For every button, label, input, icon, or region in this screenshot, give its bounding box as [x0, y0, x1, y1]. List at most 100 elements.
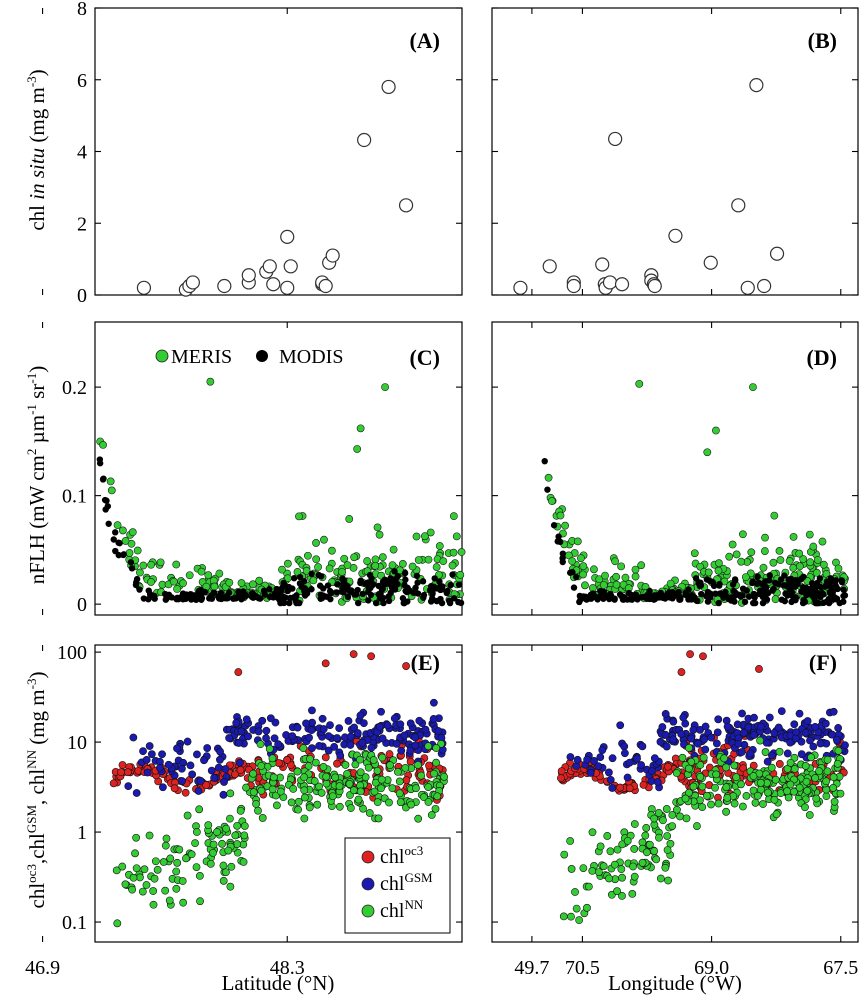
- modis-point: [431, 575, 438, 582]
- meris-point: [118, 526, 127, 535]
- nn-point: [783, 787, 791, 796]
- modis-point: [437, 595, 444, 603]
- meris-point: [215, 569, 224, 578]
- gsm-point: [392, 739, 401, 748]
- oc3-point: [234, 668, 243, 676]
- nn-point: [678, 753, 687, 762]
- meris-point: [338, 568, 346, 576]
- nn-point: [395, 789, 404, 798]
- nn-point: [567, 912, 575, 921]
- meris-point: [350, 553, 359, 562]
- modis-point: [400, 599, 407, 607]
- gsm-point: [700, 735, 709, 744]
- modis-point: [787, 575, 795, 583]
- modis-point: [582, 595, 590, 603]
- gsm-point: [573, 755, 582, 764]
- nn-point: [628, 890, 637, 898]
- modis-point: [594, 596, 601, 603]
- gsm-point: [262, 726, 271, 735]
- nn-point: [118, 862, 127, 871]
- modis-point: [308, 570, 315, 578]
- gsm-point: [620, 742, 629, 751]
- meris-point: [113, 521, 122, 530]
- nn-point: [433, 792, 442, 801]
- gsm-point: [221, 765, 230, 773]
- nn-point: [226, 814, 234, 823]
- gsm-point: [738, 709, 746, 718]
- nn-point: [374, 814, 383, 823]
- modis-point: [554, 538, 561, 545]
- nn-point: [149, 887, 158, 895]
- nn-point: [227, 862, 236, 871]
- gsm-point: [234, 739, 243, 747]
- modis-point: [815, 599, 822, 607]
- meris-point: [761, 533, 769, 542]
- nn-point: [749, 772, 758, 780]
- meris-point: [725, 552, 734, 561]
- legend-meris-marker: [155, 349, 169, 363]
- meris-point: [156, 558, 165, 567]
- modis-point: [741, 598, 749, 606]
- modis-point: [627, 596, 634, 603]
- nn-point: [204, 821, 213, 830]
- nn-point: [770, 795, 779, 804]
- modis-point: [128, 565, 136, 572]
- nn-point: [583, 903, 591, 912]
- nn-point: [311, 758, 320, 767]
- gsm-point: [795, 709, 804, 718]
- modis-point: [730, 587, 738, 595]
- gsm-point: [648, 767, 656, 776]
- nn-point: [173, 858, 182, 867]
- meris-point: [747, 548, 756, 557]
- nn-point: [641, 831, 650, 840]
- gsm-point: [124, 782, 133, 791]
- gsm-point: [669, 735, 678, 744]
- nn-point: [676, 812, 684, 821]
- modis-point: [256, 595, 264, 602]
- nn-point: [696, 772, 705, 781]
- gsm-point: [834, 724, 843, 732]
- nn-point: [179, 898, 188, 907]
- gsm-point: [816, 739, 825, 748]
- modis-point: [292, 594, 299, 602]
- modis-point: [217, 592, 224, 600]
- oc3-point: [333, 759, 341, 768]
- nn-point: [140, 865, 149, 874]
- nn-point: [693, 822, 701, 830]
- gsm-point: [237, 727, 246, 736]
- nn-point: [206, 859, 215, 868]
- modis-point: [717, 590, 724, 597]
- modis-point: [414, 590, 422, 597]
- gsm-point: [598, 746, 607, 755]
- modis-point: [379, 594, 387, 602]
- modis-point: [725, 595, 732, 603]
- gsm-point: [803, 717, 812, 725]
- gsm-point: [701, 722, 710, 731]
- modis-point: [457, 599, 465, 607]
- oc3-point: [625, 784, 634, 793]
- modis-point: [559, 558, 566, 566]
- nn-point: [650, 814, 658, 823]
- y-tick-label: 0: [77, 594, 87, 616]
- gsm-point: [653, 778, 662, 786]
- plot-frame: [491, 321, 859, 616]
- modis-point: [762, 584, 770, 591]
- nn-point: [823, 755, 832, 764]
- oc3-point: [663, 762, 672, 771]
- meris-point: [666, 579, 675, 588]
- nn-point: [595, 868, 603, 877]
- modis-point: [754, 573, 761, 581]
- modis-point: [296, 599, 303, 607]
- nn-point: [613, 887, 621, 896]
- nn-point: [151, 857, 160, 866]
- legend-nn-marker: [361, 904, 375, 918]
- modis-point: [429, 595, 436, 602]
- nn-point: [396, 798, 405, 807]
- meris-point: [325, 564, 334, 573]
- nn-point: [192, 828, 201, 836]
- nn-point: [805, 811, 814, 819]
- nn-point: [231, 831, 240, 840]
- nn-point: [732, 773, 741, 782]
- modis-point: [651, 594, 659, 602]
- meris-point: [449, 512, 458, 521]
